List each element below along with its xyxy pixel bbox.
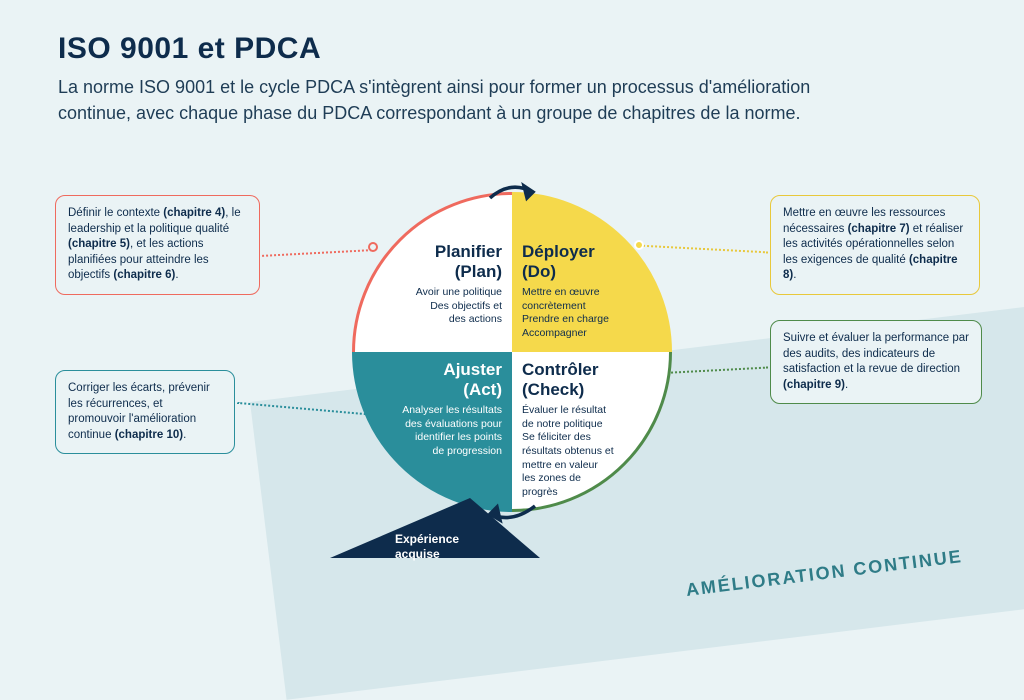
pdca-circle: Planifier(Plan) Avoir une politiqueDes o… [352, 192, 672, 512]
quadrant-do-sub: Mettre en œuvreconcrètementPrendre en ch… [522, 286, 662, 341]
page-title: ISO 9001 et PDCA [58, 32, 321, 66]
wedge-label: Expérienceacquise [395, 532, 515, 562]
quadrant-do: Déployer(Do) Mettre en œuvreconcrètement… [512, 192, 672, 352]
quadrant-plan-title: Planifier(Plan) [362, 242, 502, 281]
quadrant-plan-sub: Avoir une politiqueDes objectifs etdes a… [362, 286, 502, 327]
quadrant-do-title: Déployer(Do) [522, 242, 662, 281]
quadrant-act-title: Ajuster(Act) [362, 360, 502, 399]
quadrant-check: Contrôler(Check) Évaluer le résultatde n… [512, 352, 672, 512]
page-subtitle: La norme ISO 9001 et le cycle PDCA s'int… [58, 74, 878, 126]
quadrant-act-sub: Analyser les résultatsdes évaluations po… [362, 404, 502, 459]
quadrant-act: Ajuster(Act) Analyser les résultatsdes é… [352, 352, 512, 512]
arrow-top-icon [485, 178, 545, 208]
quadrant-plan: Planifier(Plan) Avoir une politiqueDes o… [352, 192, 512, 352]
arrow-bottom-icon [480, 498, 540, 528]
quadrant-check-sub: Évaluer le résultatde notre politiqueSe … [522, 404, 662, 499]
infobox-plan: Définir le contexte (chapitre 4), le lea… [55, 195, 260, 295]
quadrant-check-title: Contrôler(Check) [522, 360, 662, 399]
infobox-check: Suivre et évaluer la performance par des… [770, 320, 982, 404]
infobox-act: Corriger les écarts, prévenir les récurr… [55, 370, 235, 454]
infobox-do: Mettre en œuvre les ressources nécessair… [770, 195, 980, 295]
